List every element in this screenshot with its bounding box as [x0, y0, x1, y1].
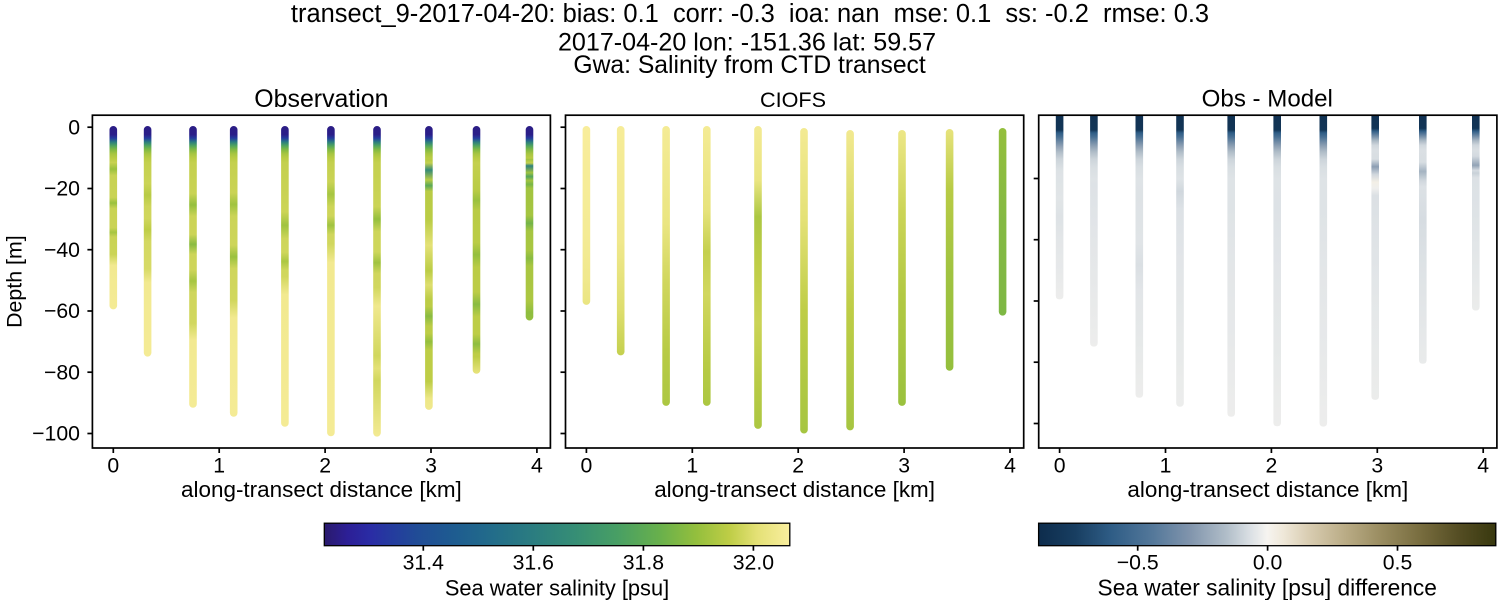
svg-text:0: 0 — [68, 115, 80, 139]
svg-text:1: 1 — [686, 454, 698, 478]
svg-text:4: 4 — [1477, 454, 1489, 478]
svg-text:−20: −20 — [44, 177, 80, 201]
svg-text:along-transect distance [km]: along-transect distance [km] — [654, 477, 935, 502]
svg-text:along-transect distance [km]: along-transect distance [km] — [181, 477, 462, 502]
svg-text:transect_9-2017-04-20: bias: 0: transect_9-2017-04-20: bias: 0.1 corr: -… — [291, 0, 1209, 28]
svg-text:Gwa: Salinity from CTD transec: Gwa: Salinity from CTD transect — [573, 52, 925, 79]
svg-text:4: 4 — [531, 454, 543, 478]
svg-text:0: 0 — [1054, 454, 1066, 478]
svg-text:4: 4 — [1004, 454, 1016, 478]
svg-text:3: 3 — [1371, 454, 1383, 478]
svg-text:0: 0 — [580, 454, 592, 478]
svg-text:−0.5: −0.5 — [1117, 551, 1159, 575]
svg-text:1: 1 — [1160, 454, 1172, 478]
svg-text:along-transect distance [km]: along-transect distance [km] — [1127, 477, 1408, 502]
svg-text:2: 2 — [792, 454, 804, 478]
svg-text:Obs - Model: Obs - Model — [1202, 86, 1333, 113]
svg-text:−60: −60 — [44, 299, 80, 323]
svg-text:−100: −100 — [32, 422, 80, 446]
svg-text:2: 2 — [319, 454, 331, 478]
svg-text:0: 0 — [107, 454, 119, 478]
svg-text:Depth [m]: Depth [m] — [3, 235, 27, 328]
svg-text:0.5: 0.5 — [1383, 551, 1413, 575]
svg-text:31.6: 31.6 — [513, 551, 554, 575]
svg-text:−80: −80 — [44, 360, 80, 384]
svg-text:1: 1 — [213, 454, 225, 478]
svg-text:2: 2 — [1265, 454, 1277, 478]
svg-text:3: 3 — [425, 454, 437, 478]
svg-text:−40: −40 — [44, 238, 80, 262]
svg-text:Sea water salinity [psu]: Sea water salinity [psu] — [445, 576, 669, 600]
svg-text:CIOFS: CIOFS — [760, 87, 826, 112]
svg-text:Sea water salinity [psu] diffe: Sea water salinity [psu] difference — [1098, 575, 1437, 600]
svg-text:Observation: Observation — [254, 85, 388, 113]
svg-text:32.0: 32.0 — [733, 551, 774, 575]
svg-text:31.4: 31.4 — [403, 551, 445, 575]
svg-text:0.0: 0.0 — [1253, 551, 1283, 575]
svg-text:31.8: 31.8 — [623, 551, 664, 575]
svg-text:3: 3 — [898, 454, 910, 478]
svg-text:2017-04-20 lon: -151.36 lat: 5: 2017-04-20 lon: -151.36 lat: 59.57 — [558, 28, 936, 56]
